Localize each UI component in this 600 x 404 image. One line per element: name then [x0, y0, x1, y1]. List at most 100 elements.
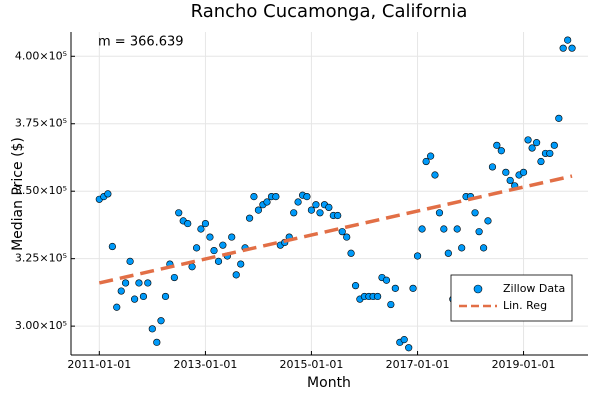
data-point	[431, 171, 439, 179]
data-point	[413, 252, 422, 260]
data-point	[338, 228, 346, 236]
annotation: m = 366.639	[98, 35, 184, 50]
data-point	[528, 144, 536, 152]
data-point	[254, 206, 263, 214]
data-point	[184, 219, 192, 228]
data-point	[493, 141, 501, 149]
data-point	[382, 276, 391, 284]
data-point	[427, 152, 435, 160]
data-point	[506, 176, 514, 185]
data-point	[497, 147, 505, 155]
x-axis-label: Month	[307, 375, 351, 391]
data-point	[263, 198, 271, 206]
x-tick-label: 2017-01-01	[386, 358, 450, 371]
data-point	[117, 287, 125, 295]
data-point	[444, 249, 452, 257]
data-point	[405, 344, 413, 352]
data-point	[170, 273, 178, 282]
data-point	[488, 163, 497, 171]
data-point	[144, 279, 152, 287]
data-point	[400, 336, 408, 344]
y-tick-label: 3.50×10⁵	[15, 184, 67, 197]
data-point	[290, 209, 298, 217]
data-point	[440, 225, 448, 233]
data-point	[206, 233, 214, 241]
data-point	[471, 209, 479, 217]
data-point	[458, 244, 466, 252]
data-point	[188, 263, 196, 271]
data-point	[453, 225, 461, 233]
y-tick-label: 3.25×10⁵	[15, 252, 67, 265]
data-point	[347, 249, 355, 257]
chart-title: Rancho Cucamonga, California	[191, 1, 468, 22]
data-point	[307, 206, 316, 214]
x-tick-label: 2011-01-01	[67, 358, 131, 371]
data-point	[104, 190, 112, 198]
data-point	[197, 225, 205, 233]
data-point	[374, 292, 382, 301]
data-point	[409, 284, 417, 292]
data-point	[325, 203, 333, 211]
data-point	[559, 44, 567, 52]
regression-line	[98, 174, 573, 285]
data-point	[351, 282, 360, 290]
data-point	[422, 157, 430, 166]
data-point	[312, 201, 320, 209]
data-point	[303, 193, 311, 201]
y-tick-label: 3.75×10⁵	[15, 117, 67, 130]
data-point	[139, 292, 148, 301]
data-point	[387, 300, 395, 309]
legend-label: Lin. Reg	[503, 299, 547, 312]
data-point	[219, 241, 227, 249]
data-point	[175, 209, 183, 217]
data-point	[237, 260, 245, 268]
legend-box	[450, 274, 573, 322]
data-point	[294, 198, 302, 206]
data-point	[108, 242, 116, 251]
x-tick-label: 2019-01-01	[492, 358, 556, 371]
data-point	[272, 193, 280, 201]
data-point	[533, 139, 541, 147]
data-point	[210, 246, 218, 255]
x-tick-label: 2013-01-01	[173, 358, 237, 371]
data-point	[157, 317, 165, 325]
data-point	[343, 233, 351, 241]
data-point	[232, 271, 240, 279]
data-point	[201, 219, 210, 228]
y-tick-label: 3.00×10⁵	[15, 319, 67, 332]
legend-marker	[473, 284, 483, 294]
data-point	[250, 193, 258, 201]
data-point	[564, 36, 572, 44]
data-point	[537, 157, 545, 166]
data-point	[418, 225, 426, 233]
data-point	[484, 217, 492, 225]
data-point	[228, 233, 236, 241]
data-point	[126, 257, 134, 265]
data-point	[192, 244, 201, 252]
data-point	[153, 338, 161, 346]
data-point	[524, 136, 532, 144]
data-point	[245, 214, 254, 222]
y-tick-label: 4.00×10⁵	[15, 49, 67, 62]
data-point	[130, 295, 139, 303]
data-point	[334, 211, 342, 220]
data-point	[135, 279, 143, 287]
data-point	[502, 168, 510, 176]
data-point	[214, 257, 223, 265]
data-point	[519, 168, 528, 176]
data-point	[480, 244, 488, 252]
x-tick-label: 2015-01-01	[279, 358, 343, 371]
data-point	[161, 292, 170, 301]
data-point	[121, 279, 130, 287]
data-point	[550, 141, 558, 149]
data-point	[435, 209, 444, 217]
data-point	[113, 303, 121, 311]
data-point	[555, 114, 563, 122]
data-point	[148, 325, 156, 333]
data-point	[475, 228, 483, 236]
y-axis-label: Median Price ($)	[10, 137, 26, 251]
legend-label: Zillow Data	[503, 282, 565, 295]
data-point	[568, 44, 576, 52]
data-point	[546, 149, 554, 158]
